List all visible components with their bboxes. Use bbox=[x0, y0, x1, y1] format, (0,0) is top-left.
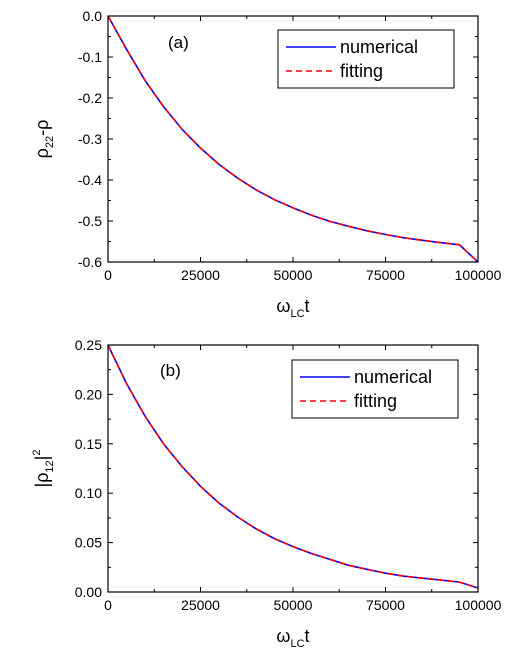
legend: numerical fitting bbox=[291, 359, 459, 419]
y-tick-label: 0.15 bbox=[75, 436, 102, 452]
panel-label: (b) bbox=[160, 361, 181, 380]
x-tick-label: 25000 bbox=[181, 267, 220, 283]
label-part: LC bbox=[290, 308, 304, 320]
x-tick-label: 50000 bbox=[274, 267, 313, 283]
x-axis-label: ωLCt bbox=[276, 296, 309, 320]
y-tick-label: 0.0 bbox=[83, 8, 103, 24]
y-tick-label: -0.1 bbox=[78, 49, 102, 65]
y-tick-label: -0.5 bbox=[78, 213, 102, 229]
y-axis-label: |ρ12|2 bbox=[31, 450, 56, 488]
label-part: 2 bbox=[31, 450, 43, 456]
label-part: |ρ bbox=[32, 473, 52, 488]
chart-panel-2: 0 25000 50000 75000 100000 0.00 0.05 0.10 0.15 0.… bbox=[31, 337, 502, 650]
label-part: 12 bbox=[44, 460, 56, 472]
y-tick-label: 0.00 bbox=[75, 584, 102, 600]
y-tick-label: 0.25 bbox=[75, 337, 102, 353]
legend-label-fitting: fitting bbox=[354, 391, 397, 411]
legend-label-fitting: fitting bbox=[340, 61, 383, 81]
chart-panel-1: 0 25000 50000 75000 100000 0.0 -0.1 -0.2 -0.3 -0.… bbox=[32, 8, 502, 320]
x-tick-label: 75000 bbox=[366, 597, 405, 613]
y-tick-label: -0.6 bbox=[78, 254, 102, 270]
legend-box bbox=[277, 29, 455, 89]
y-axis-label: ρ22-ρ bbox=[32, 120, 56, 159]
y-tick-label: -0.2 bbox=[78, 90, 102, 106]
label-part: ω bbox=[276, 626, 290, 646]
series-line-fitting bbox=[107, 344, 479, 589]
y-tick-label: -0.3 bbox=[78, 131, 102, 147]
legend-label-numerical: numerical bbox=[354, 367, 432, 387]
legend: numerical fitting bbox=[277, 29, 455, 89]
label-part: ρ bbox=[32, 148, 52, 158]
label-part: ω bbox=[276, 296, 290, 316]
label-part: 22 bbox=[44, 136, 56, 148]
legend-box bbox=[291, 359, 459, 419]
y-tick-label: 0.10 bbox=[75, 485, 102, 501]
x-tick-label: 25000 bbox=[181, 597, 220, 613]
x-tick-label: 75000 bbox=[366, 267, 405, 283]
x-tick-label: 50000 bbox=[274, 597, 313, 613]
label-part: -ρ bbox=[32, 120, 52, 136]
label-part: LC bbox=[290, 638, 304, 650]
x-tick-label: 0 bbox=[104, 267, 112, 283]
series-line-fitting bbox=[107, 15, 479, 263]
x-axis-label: ωLCt bbox=[276, 626, 309, 650]
x-tick-label: 100000 bbox=[455, 597, 502, 613]
y-tick-label: 0.05 bbox=[75, 535, 102, 551]
x-tick-label: 100000 bbox=[455, 267, 502, 283]
label-part: | bbox=[32, 456, 52, 461]
legend-label-numerical: numerical bbox=[340, 37, 418, 57]
y-tick-label: -0.4 bbox=[78, 172, 102, 188]
panel-label: (a) bbox=[168, 33, 189, 52]
x-tick-label: 0 bbox=[104, 597, 112, 613]
y-tick-label: 0.20 bbox=[75, 386, 102, 402]
label-part: t bbox=[305, 296, 310, 316]
label-part: t bbox=[305, 626, 310, 646]
